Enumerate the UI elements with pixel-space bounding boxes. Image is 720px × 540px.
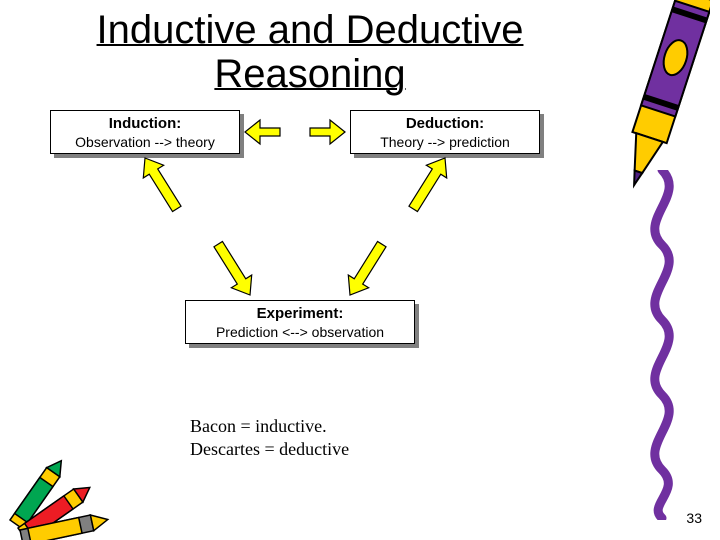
arrow-ind-ded — [245, 120, 280, 144]
squiggle-icon — [632, 170, 692, 520]
arrow-ded-ind — [310, 120, 345, 144]
induction-box: Induction: Observation --> theory — [50, 110, 240, 154]
deduction-body: Theory --> prediction — [380, 134, 510, 150]
arrow-ind-exp-a — [135, 152, 187, 216]
experiment-box: Experiment: Prediction <--> observation — [185, 300, 415, 344]
induction-body: Observation --> theory — [75, 134, 215, 150]
crayons-bottomleft-icon — [0, 450, 140, 540]
notes-block: Bacon = inductive. Descartes = deductive — [190, 415, 349, 462]
note-bacon: Bacon = inductive. — [190, 415, 349, 438]
arrow-ind-exp-b — [208, 238, 260, 302]
experiment-body: Prediction <--> observation — [216, 324, 384, 340]
page-title: Inductive and Deductive Reasoning — [20, 0, 600, 96]
induction-heading: Induction: — [109, 115, 181, 132]
experiment-heading: Experiment: — [257, 305, 344, 322]
reasoning-diagram: Induction: Observation --> theory Deduct… — [50, 110, 570, 370]
deduction-heading: Deduction: — [406, 115, 484, 132]
arrow-ded-exp-b — [340, 238, 392, 302]
deduction-box: Deduction: Theory --> prediction — [350, 110, 540, 154]
note-descartes: Descartes = deductive — [190, 438, 349, 461]
arrow-ded-exp-a — [403, 152, 455, 216]
